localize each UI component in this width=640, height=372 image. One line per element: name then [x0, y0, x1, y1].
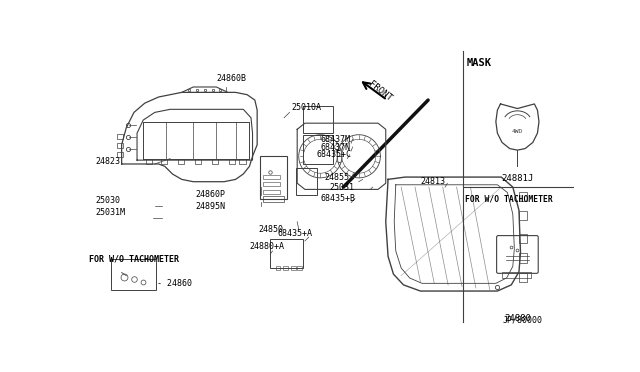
Text: 68437N: 68437N — [320, 142, 350, 151]
Text: 24850: 24850 — [259, 225, 284, 234]
Bar — [263, 183, 280, 186]
Text: 24881J: 24881J — [501, 174, 534, 183]
Bar — [117, 153, 123, 157]
Bar — [270, 239, 303, 268]
Bar — [291, 266, 296, 270]
Bar — [296, 168, 317, 195]
Text: - 24860: - 24860 — [157, 279, 192, 288]
Text: 24855: 24855 — [324, 173, 349, 182]
Bar — [161, 159, 167, 164]
Text: 25010A: 25010A — [291, 103, 321, 112]
Bar — [276, 266, 280, 270]
Text: 68435+B: 68435+B — [320, 194, 355, 203]
Bar — [303, 135, 333, 164]
Text: 24860B: 24860B — [216, 74, 246, 83]
Text: 24823: 24823 — [95, 157, 120, 166]
Bar — [178, 159, 184, 164]
Text: FRONT: FRONT — [367, 79, 394, 103]
Text: 25031M: 25031M — [95, 208, 125, 217]
Text: 24813: 24813 — [420, 177, 445, 186]
Bar — [263, 196, 284, 202]
Bar — [263, 190, 280, 194]
Bar — [111, 259, 156, 289]
Bar — [519, 234, 527, 243]
Text: 24895N: 24895N — [196, 202, 225, 211]
Bar — [519, 211, 527, 220]
Bar — [284, 266, 288, 270]
Text: 68437M: 68437M — [320, 135, 350, 144]
Text: 24860P: 24860P — [196, 190, 225, 199]
Bar — [303, 106, 333, 133]
Text: FOR W/O TACHOMETER: FOR W/O TACHOMETER — [90, 254, 179, 263]
Text: 25030: 25030 — [95, 196, 120, 205]
Bar — [260, 156, 287, 199]
Text: 25031: 25031 — [330, 183, 355, 192]
Text: JP/80000: JP/80000 — [502, 316, 542, 325]
Bar — [519, 273, 527, 282]
Text: 24880+A: 24880+A — [250, 242, 284, 251]
Text: 68435+C: 68435+C — [316, 150, 351, 159]
Bar — [117, 143, 123, 148]
Bar — [117, 134, 123, 139]
Bar — [212, 159, 218, 164]
Bar — [297, 266, 302, 270]
Text: 4WD: 4WD — [512, 129, 523, 134]
Text: MASK: MASK — [467, 58, 492, 68]
Bar — [228, 159, 235, 164]
Bar — [502, 272, 531, 278]
Text: 24880: 24880 — [504, 314, 531, 323]
Bar — [263, 175, 280, 179]
Bar — [145, 159, 152, 164]
Text: 68435+A: 68435+A — [278, 229, 313, 238]
Bar — [519, 253, 527, 263]
Text: FOR W/O TACHOMETER: FOR W/O TACHOMETER — [465, 195, 553, 204]
Bar — [195, 159, 201, 164]
Bar — [239, 159, 246, 164]
Bar — [519, 192, 527, 201]
